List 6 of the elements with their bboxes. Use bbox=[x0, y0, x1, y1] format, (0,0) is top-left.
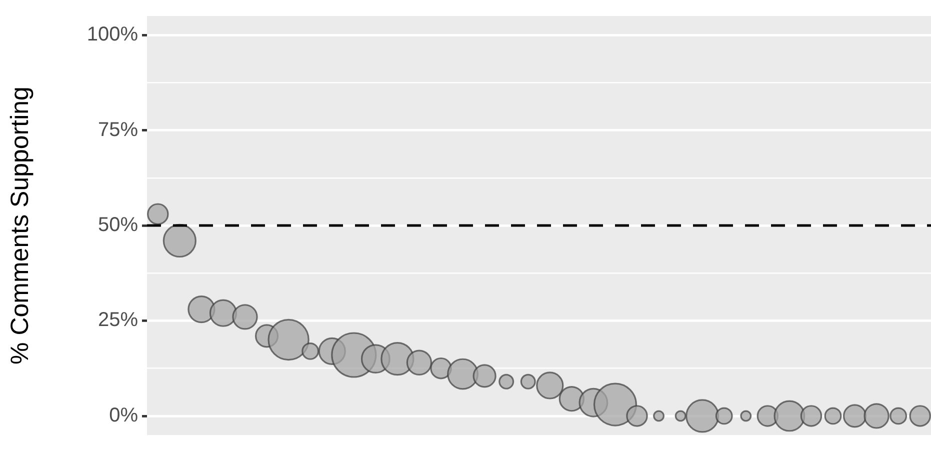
y-tick-label: 25% bbox=[98, 309, 138, 332]
y-tick-label: 0% bbox=[109, 404, 138, 426]
y-tick-label: 75% bbox=[98, 118, 138, 141]
y-axis-title: % Comments Supporting bbox=[6, 86, 34, 364]
y-tick-label: 100% bbox=[86, 24, 138, 46]
y-tick-label: 50% bbox=[98, 214, 138, 236]
